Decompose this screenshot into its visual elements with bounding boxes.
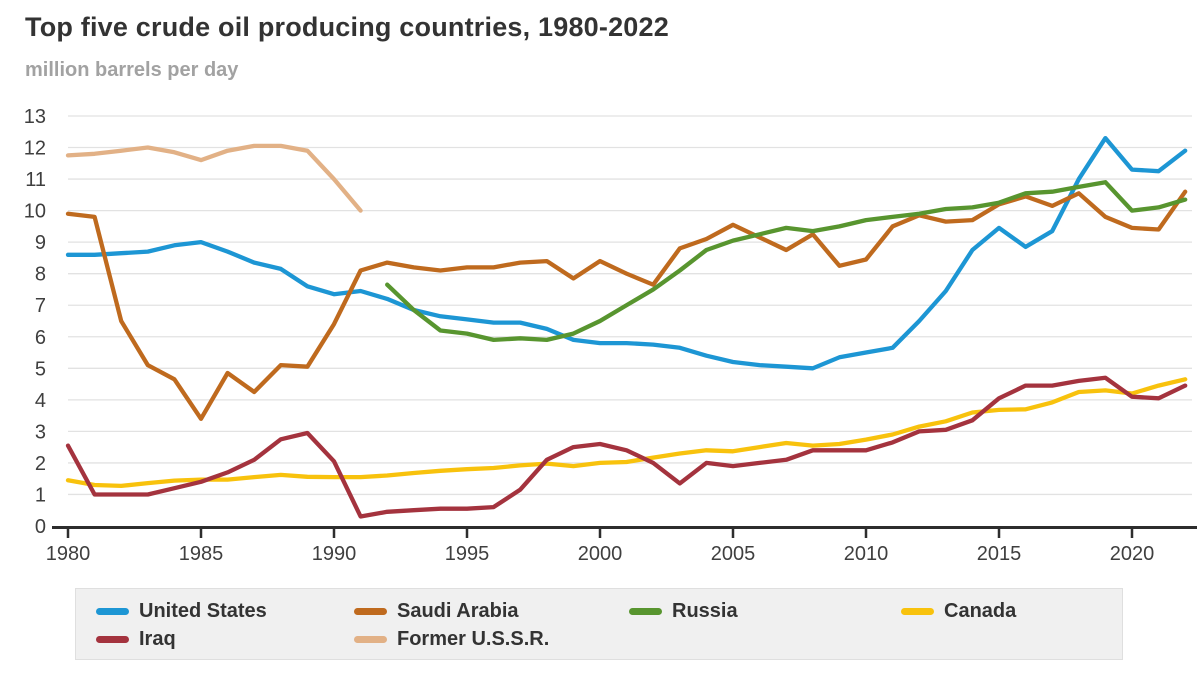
legend-label-iraq: Iraq	[139, 627, 176, 650]
y-axis-label-2: 2	[35, 453, 46, 475]
legend-swatch-iraq	[96, 635, 129, 643]
legend-label-united-states: United States	[139, 599, 267, 622]
y-axis-label-4: 4	[35, 390, 46, 412]
line-chart: 1980 1985 1990 1995 2000 2005 2010 2015 20200123…	[24, 106, 1197, 565]
x-axis-label-2010: 2010	[844, 543, 889, 565]
x-axis-label-1985: 1985	[179, 543, 224, 565]
y-axis-label-11: 11	[25, 169, 46, 191]
y-axis-label-9: 9	[35, 232, 46, 254]
y-axis-label-8: 8	[35, 264, 46, 286]
x-axis-label-1980: 1980	[46, 543, 91, 565]
legend-item-canada[interactable]: Canada	[901, 600, 1122, 622]
legend-swatch-united-states	[96, 607, 129, 615]
y-axis-label-0: 0	[35, 516, 46, 538]
legend-swatch-saudi-arabia	[354, 607, 387, 615]
x-axis-label-1990: 1990	[312, 543, 357, 565]
series-line-united-states	[65, 135, 1188, 371]
x-axis-label-2000: 2000	[578, 543, 623, 565]
y-axis-label-13: 13	[24, 106, 46, 128]
y-axis-label-7: 7	[35, 295, 46, 317]
y-axis-label-10: 10	[24, 201, 46, 223]
legend-swatch-former-ussr	[354, 635, 387, 643]
legend-item-russia[interactable]: Russia	[629, 600, 901, 622]
legend-label-russia: Russia	[672, 599, 738, 622]
legend-label-former-ussr: Former U.S.S.R.	[397, 627, 550, 650]
legend-item-united-states[interactable]: United States	[96, 600, 354, 622]
y-axis-label-5: 5	[35, 358, 46, 380]
x-axis-label-2020: 2020	[1110, 543, 1155, 565]
legend-label-canada: Canada	[944, 599, 1017, 622]
series-line-canada	[65, 377, 1188, 489]
series-line-former-u-s-s-r	[65, 143, 363, 213]
x-axis-label-2005: 2005	[711, 543, 756, 565]
legend-label-saudi-arabia: Saudi Arabia	[397, 599, 519, 622]
series-line-russia	[385, 180, 1188, 343]
y-axis-label-1: 1	[35, 484, 46, 506]
legend-swatch-canada	[901, 607, 934, 615]
y-axis-label-12: 12	[24, 138, 46, 160]
y-axis-label-6: 6	[35, 327, 46, 349]
chart-legend: United States Saudi Arabia Russia Canada…	[75, 588, 1123, 660]
chart-subtitle: million barrels per day	[25, 59, 239, 81]
chart-title: Top five crude oil producing countries, …	[25, 12, 669, 42]
y-axis-label-3: 3	[35, 421, 46, 443]
legend-item-iraq[interactable]: Iraq	[96, 628, 354, 650]
legend-item-former-ussr[interactable]: Former U.S.S.R.	[354, 628, 629, 650]
legend-item-saudi-arabia[interactable]: Saudi Arabia	[354, 600, 629, 622]
x-axis-label-1995: 1995	[445, 543, 490, 565]
legend-swatch-russia	[629, 607, 662, 615]
page: { "header": { "title": "Top five crude o…	[0, 12, 1200, 688]
x-axis-label-2015: 2015	[977, 543, 1022, 565]
chart-header: Top five crude oil producing countries, …	[0, 12, 1200, 82]
series-line-iraq	[65, 375, 1188, 519]
